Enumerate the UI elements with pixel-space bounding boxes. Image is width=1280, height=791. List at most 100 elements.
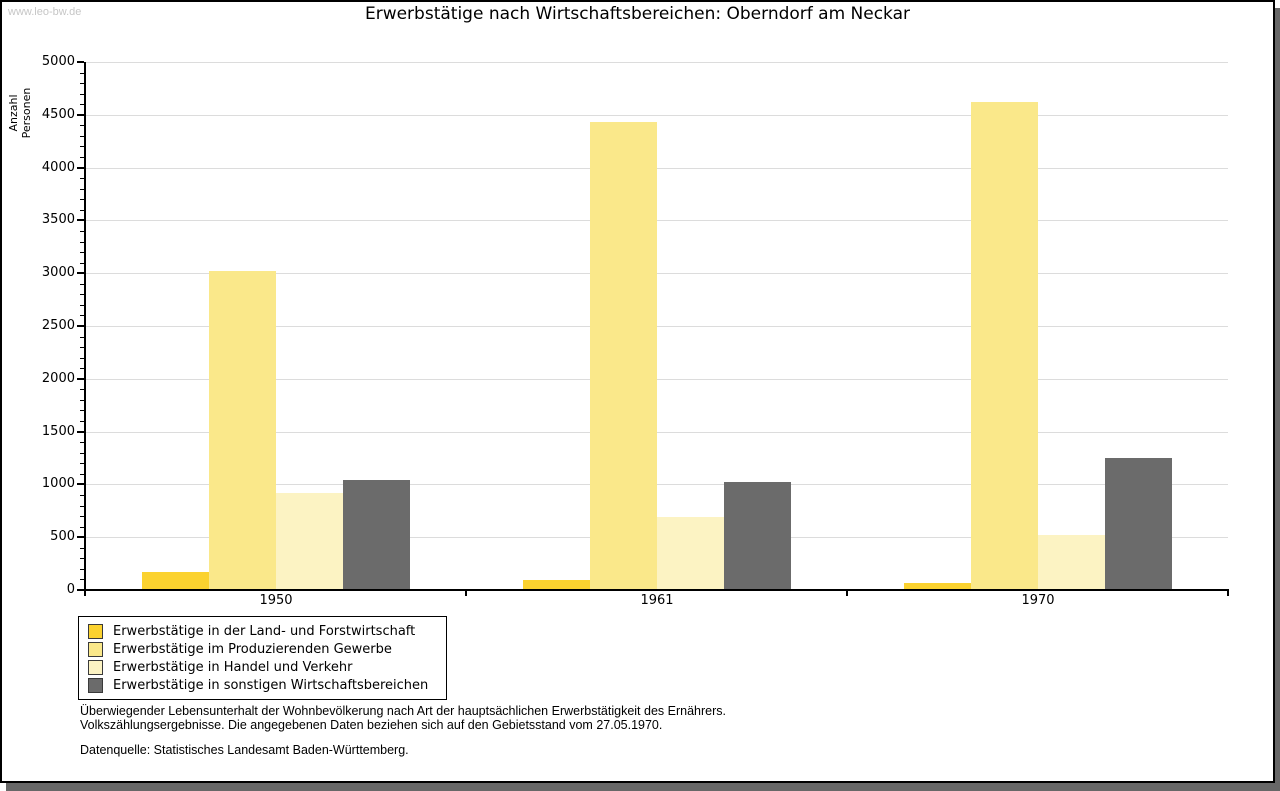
y-minor-tick — [80, 210, 84, 211]
gridline — [86, 379, 1228, 380]
y-tick-label: 1000 — [41, 476, 75, 491]
x-boundary-tick — [1227, 591, 1229, 596]
gridline — [86, 484, 1228, 485]
y-minor-tick — [80, 337, 84, 338]
legend-item: Erwerbstätige in sonstigen Wirtschaftsbe… — [88, 676, 442, 694]
gridline — [86, 115, 1228, 116]
y-minor-tick — [80, 242, 84, 243]
y-major-tick — [77, 589, 84, 591]
y-tick-label: 3500 — [41, 212, 75, 227]
bar-1950-s2 — [209, 271, 276, 590]
y-major-tick — [77, 114, 84, 116]
legend-label: Erwerbstätige in Handel und Verkehr — [113, 659, 353, 675]
x-boundary-tick — [465, 591, 467, 596]
legend-label: Erwerbstätige in der Land- und Forstwirt… — [113, 623, 416, 639]
legend-item: Erwerbstätige im Produzierenden Gewerbe — [88, 640, 442, 658]
y-minor-tick — [80, 495, 84, 496]
bar-1950-s3 — [276, 493, 343, 590]
y-minor-tick — [80, 400, 84, 401]
y-major-tick — [77, 219, 84, 221]
y-minor-tick — [80, 548, 84, 549]
y-minor-tick — [80, 104, 84, 105]
y-tick-label: 0 — [66, 582, 75, 597]
y-minor-tick — [80, 305, 84, 306]
legend-label: Erwerbstätige in sonstigen Wirtschaftsbe… — [113, 677, 429, 693]
bar-1950-s4 — [343, 480, 410, 590]
y-minor-tick — [80, 157, 84, 158]
y-minor-tick — [80, 294, 84, 295]
gridline — [86, 62, 1228, 63]
legend-label: Erwerbstätige im Produzierenden Gewerbe — [113, 641, 392, 657]
y-minor-tick — [80, 252, 84, 253]
y-tick-label: 2000 — [41, 371, 75, 386]
footnote-source: Datenquelle: Statistisches Landesamt Bad… — [80, 743, 409, 757]
y-minor-tick — [80, 136, 84, 137]
legend-swatch-icon — [88, 659, 103, 675]
gridline — [86, 220, 1228, 221]
bar-1961-s3 — [657, 517, 724, 590]
y-minor-tick — [80, 368, 84, 369]
legend-item: Erwerbstätige in der Land- und Forstwirt… — [88, 622, 442, 640]
y-major-tick — [77, 431, 84, 433]
footnotes: Überwiegender Lebensunterhalt der Wohnbe… — [80, 704, 1180, 758]
bar-1961-s2 — [590, 122, 657, 590]
x-tick-label: 1970 — [1021, 593, 1055, 608]
x-boundary-tick — [846, 591, 848, 596]
watermark-text: www.leo-bw.de — [8, 6, 82, 18]
bar-1950-s1 — [142, 572, 209, 590]
y-minor-tick — [80, 474, 84, 475]
y-tick-label: 5000 — [41, 54, 75, 69]
y-minor-tick — [80, 83, 84, 84]
y-minor-tick — [80, 284, 84, 285]
y-tick-label: 4500 — [41, 107, 75, 122]
legend: Erwerbstätige in der Land- und Forstwirt… — [78, 616, 447, 700]
y-minor-tick — [80, 315, 84, 316]
legend-swatch-icon — [88, 641, 103, 657]
y-tick-label: 500 — [50, 529, 75, 544]
y-minor-tick — [80, 506, 84, 507]
y-minor-tick — [80, 358, 84, 359]
chart-title: Erwerbstätige nach Wirtschaftsbereichen:… — [364, 4, 911, 24]
y-minor-tick — [80, 146, 84, 147]
y-minor-tick — [80, 527, 84, 528]
y-major-tick — [77, 61, 84, 63]
bar-1961-s4 — [724, 482, 791, 590]
y-minor-tick — [80, 463, 84, 464]
y-minor-tick — [80, 442, 84, 443]
y-minor-tick — [80, 263, 84, 264]
x-axis-line — [84, 589, 1229, 591]
y-minor-tick — [80, 125, 84, 126]
y-minor-tick — [80, 421, 84, 422]
y-major-tick — [77, 325, 84, 327]
y-minor-tick — [80, 579, 84, 580]
y-major-tick — [77, 272, 84, 274]
y-minor-tick — [80, 94, 84, 95]
gridline — [86, 168, 1228, 169]
y-minor-tick — [80, 347, 84, 348]
bar-1970-s4 — [1105, 458, 1172, 590]
bar-1970-s1 — [904, 583, 971, 590]
legend-swatch-icon — [88, 677, 103, 693]
y-minor-tick — [80, 558, 84, 559]
y-minor-tick — [80, 231, 84, 232]
y-major-tick — [77, 378, 84, 380]
y-tick-label: 2500 — [41, 318, 75, 333]
x-boundary-tick — [84, 591, 86, 596]
y-major-tick — [77, 483, 84, 485]
gridline — [86, 432, 1228, 433]
y-minor-tick — [80, 516, 84, 517]
x-tick-label: 1950 — [259, 593, 293, 608]
bar-1961-s1 — [523, 580, 590, 590]
y-minor-tick — [80, 189, 84, 190]
x-tick-label: 1961 — [640, 593, 674, 608]
y-minor-tick — [80, 73, 84, 74]
y-minor-tick — [80, 199, 84, 200]
y-major-tick — [77, 167, 84, 169]
y-minor-tick — [80, 569, 84, 570]
bar-1970-s2 — [971, 102, 1038, 590]
y-axis-line — [84, 62, 86, 591]
y-minor-tick — [80, 178, 84, 179]
gridline — [86, 326, 1228, 327]
legend-swatch-icon — [88, 623, 103, 639]
